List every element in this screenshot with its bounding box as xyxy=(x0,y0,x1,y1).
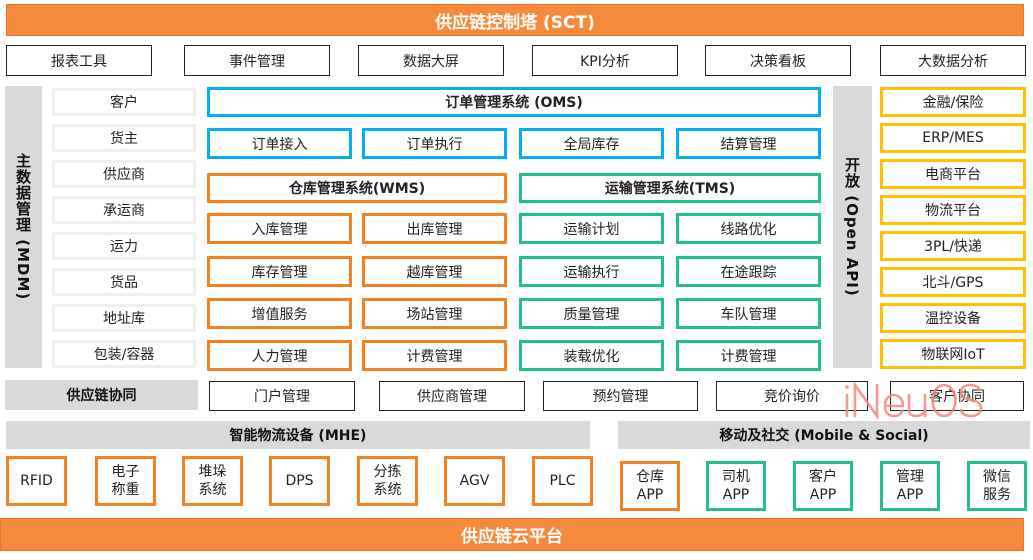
mdm-item[interactable]: 货主 xyxy=(52,124,196,152)
tms-item[interactable]: 运输执行 xyxy=(519,256,664,287)
mobile-app[interactable]: 仓库 APP xyxy=(620,461,680,511)
tool-button[interactable]: 决策看板 xyxy=(705,45,851,76)
mdm-item[interactable]: 货品 xyxy=(52,268,196,296)
mhe-device[interactable]: 分拣 系统 xyxy=(357,456,418,506)
tms-item[interactable]: 线路优化 xyxy=(676,213,821,244)
oms-item[interactable]: 全局库存 xyxy=(519,128,664,159)
tool-button[interactable]: KPI分析 xyxy=(532,45,678,76)
wms-item[interactable]: 入库管理 xyxy=(207,213,352,244)
wms-item[interactable]: 出库管理 xyxy=(362,213,507,244)
oms-item[interactable]: 订单接入 xyxy=(207,128,352,159)
tms-item[interactable]: 质量管理 xyxy=(519,298,664,329)
mobile-header: 移动及社交 (Mobile & Social) xyxy=(618,421,1030,449)
tms-header[interactable]: 运输管理系统(TMS) xyxy=(519,173,821,203)
wms-item[interactable]: 人力管理 xyxy=(207,340,352,371)
tool-button[interactable]: 数据大屏 xyxy=(358,45,504,76)
wms-item[interactable]: 增值服务 xyxy=(207,298,352,329)
external-system-item[interactable]: 物联网IoT xyxy=(880,339,1026,369)
tms-item[interactable]: 装载优化 xyxy=(519,340,664,371)
tool-button[interactable]: 大数据分析 xyxy=(880,45,1026,76)
external-system-item[interactable]: 金融/保险 xyxy=(880,87,1026,117)
mhe-header: 智能物流设备 (MHE) xyxy=(6,421,590,449)
tool-button[interactable]: 事件管理 xyxy=(184,45,330,76)
mhe-device[interactable]: 堆垛 系统 xyxy=(182,456,243,506)
collab-item[interactable]: 竞价询价 xyxy=(716,381,868,411)
external-system-item[interactable]: 3PL/快递 xyxy=(880,231,1026,261)
mhe-device[interactable]: AGV xyxy=(444,456,505,506)
external-system-item[interactable]: ERP/MES xyxy=(880,123,1026,153)
external-system-item[interactable]: 北斗/GPS xyxy=(880,267,1026,297)
mhe-device[interactable]: RFID xyxy=(6,456,67,506)
open-api-label: 开放 (Open API) xyxy=(833,86,872,368)
external-system-item[interactable]: 温控设备 xyxy=(880,303,1026,333)
external-system-item[interactable]: 电商平台 xyxy=(880,159,1026,189)
mobile-app[interactable]: 管理 APP xyxy=(880,461,940,511)
control-tower-banner: 供应链控制塔 (SCT) xyxy=(6,4,1024,36)
mdm-item[interactable]: 客户 xyxy=(52,88,196,116)
collab-item[interactable]: 门户管理 xyxy=(209,381,355,411)
mdm-item[interactable]: 承运商 xyxy=(52,196,196,224)
cloud-platform-banner: 供应链云平台 xyxy=(0,518,1024,551)
tms-item[interactable]: 计费管理 xyxy=(676,340,821,371)
wms-header[interactable]: 仓库管理系统(WMS) xyxy=(207,173,507,203)
mdm-item[interactable]: 包装/容器 xyxy=(52,340,196,368)
mhe-device[interactable]: DPS xyxy=(269,456,330,506)
wms-item[interactable]: 越库管理 xyxy=(362,256,507,287)
mobile-app[interactable]: 司机 APP xyxy=(706,461,766,511)
tms-item[interactable]: 在途跟踪 xyxy=(676,256,821,287)
mobile-app[interactable]: 微信 服务 xyxy=(967,461,1027,511)
collab-item[interactable]: 供应商管理 xyxy=(379,381,525,411)
oms-header[interactable]: 订单管理系统 (OMS) xyxy=(207,87,821,117)
collab-label: 供应链协同 xyxy=(5,380,198,410)
oms-item[interactable]: 结算管理 xyxy=(676,128,821,159)
oms-item[interactable]: 订单执行 xyxy=(362,128,507,159)
collab-item[interactable]: 客户协同 xyxy=(890,381,1024,411)
tms-item[interactable]: 运输计划 xyxy=(519,213,664,244)
external-system-item[interactable]: 物流平台 xyxy=(880,195,1026,225)
wms-item[interactable]: 场站管理 xyxy=(362,298,507,329)
mdm-item[interactable]: 运力 xyxy=(52,232,196,260)
wms-item[interactable]: 库存管理 xyxy=(207,256,352,287)
mdm-label: 主数据管理 (MDM) xyxy=(5,86,42,368)
mhe-device[interactable]: 电子 称重 xyxy=(95,456,156,506)
tms-item[interactable]: 车队管理 xyxy=(676,298,821,329)
tool-button[interactable]: 报表工具 xyxy=(6,45,152,76)
mobile-app[interactable]: 客户 APP xyxy=(793,461,853,511)
mdm-item[interactable]: 供应商 xyxy=(52,160,196,188)
wms-item[interactable]: 计费管理 xyxy=(362,340,507,371)
mhe-device[interactable]: PLC xyxy=(532,456,593,506)
collab-item[interactable]: 预约管理 xyxy=(543,381,698,411)
mdm-item[interactable]: 地址库 xyxy=(52,304,196,332)
